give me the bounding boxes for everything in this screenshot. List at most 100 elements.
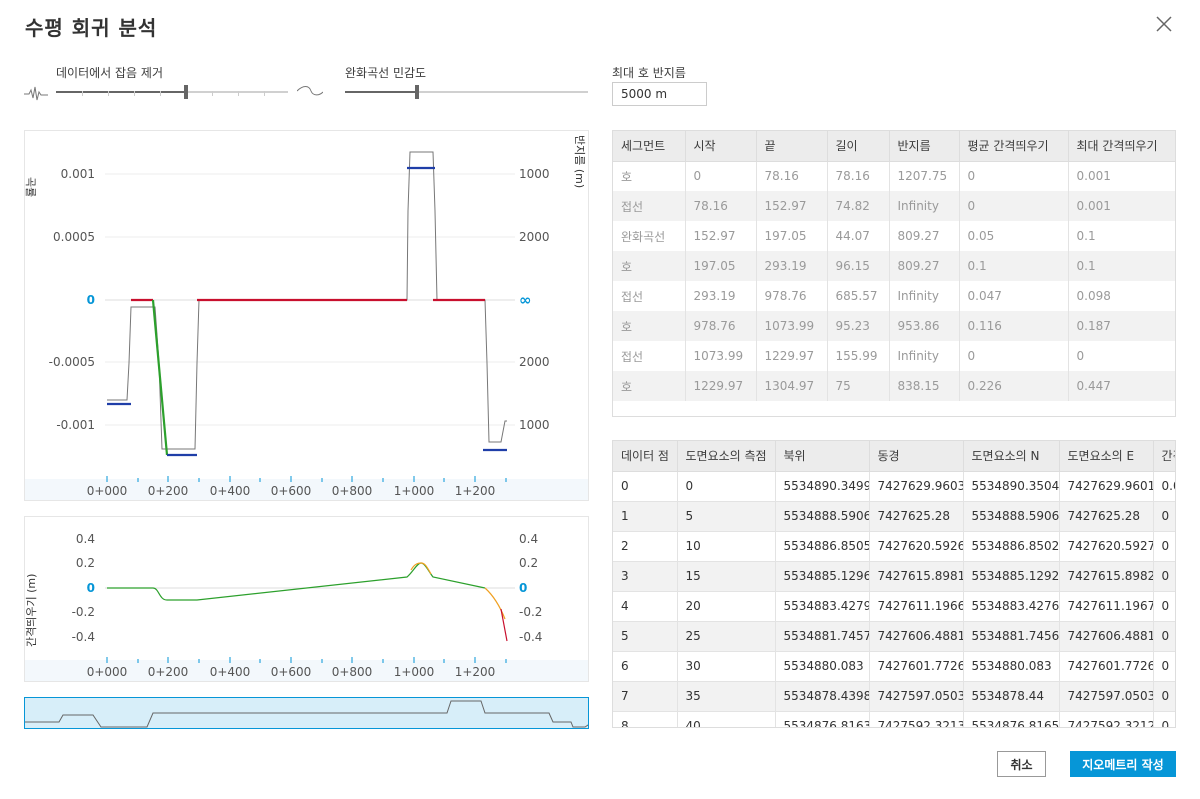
- table-cell: 809.27: [889, 251, 960, 281]
- table-row[interactable]: 7 35 5534878.4398 7427597.0503 5534878.44 742…: [613, 681, 1175, 712]
- points-header[interactable]: 동경: [869, 441, 964, 472]
- table-row[interactable]: 6 30 5534880.083 7427601.7726 5534880.083 742…: [613, 651, 1175, 682]
- table-row[interactable]: 8 40 5534876.8163 7427592.3213 5534876.8165 7…: [613, 711, 1175, 727]
- table-cell: 7427629.9601: [1059, 471, 1154, 502]
- table-cell: 0.001: [1068, 191, 1175, 221]
- table-cell: 7427625.28: [1059, 501, 1154, 532]
- table-cell: 0.226: [959, 371, 1069, 401]
- table-row[interactable]: 3 15 5534885.1296 7427615.8981 5534885.1292 7…: [613, 561, 1175, 592]
- table-cell: 78.16: [685, 191, 757, 221]
- points-header[interactable]: 간격: [1153, 441, 1175, 472]
- table-cell: 5534888.5906: [963, 501, 1060, 532]
- segments-header[interactable]: 끝: [756, 131, 828, 162]
- radius-tick: 2000: [519, 355, 550, 369]
- spiral-segment-line: [151, 299, 169, 456]
- table-cell: 7427606.4881: [1059, 621, 1154, 652]
- table-cell: 5534881.7456: [963, 621, 1060, 652]
- segments-header[interactable]: 평균 간격띄우기: [959, 131, 1069, 162]
- table-row[interactable]: 호 978.76 1073.99 95.23 953.86 0.116 0.187: [613, 311, 1175, 341]
- segments-header[interactable]: 최대 간격띄우기: [1068, 131, 1175, 162]
- offset-tick-right: 0.4: [519, 532, 538, 546]
- segments-header[interactable]: 길이: [827, 131, 890, 162]
- table-row[interactable]: 0 0 5534890.3499 7427629.9603 5534890.3504 74…: [613, 471, 1175, 502]
- table-row[interactable]: 2 10 5534886.8505 7427620.5926 5534886.8502 7…: [613, 531, 1175, 562]
- offset-tick-right: -0.2: [519, 605, 542, 619]
- data-points-table: 데이터 점 도면요소의 측점 북위 동경 도면요소의 N 도면요소의 E 간격 …: [612, 440, 1176, 728]
- table-cell: 7427601.7726: [869, 651, 964, 682]
- table-cell: 호: [613, 311, 686, 341]
- sensitivity-slider-thumb[interactable]: [415, 85, 419, 99]
- points-header[interactable]: 도면요소의 측점: [677, 441, 776, 472]
- table-cell: 0: [1153, 561, 1175, 592]
- table-row[interactable]: 접선 78.16 152.97 74.82 Infinity 0 0.001: [613, 191, 1175, 221]
- table-cell: 78.16: [756, 161, 828, 191]
- table-cell: 5534876.8163: [775, 711, 870, 727]
- segments-header[interactable]: 세그먼트: [613, 131, 686, 162]
- offset-tick: -0.2: [72, 605, 95, 619]
- table-cell: 0: [677, 471, 776, 502]
- table-row[interactable]: 완화곡선 152.97 197.05 44.07 809.27 0.05 0.1: [613, 221, 1175, 251]
- cancel-button[interactable]: 취소: [997, 751, 1046, 777]
- points-header[interactable]: 도면요소의 E: [1059, 441, 1154, 472]
- table-cell: 7427597.0503: [1059, 681, 1154, 712]
- station-tick: 0+000: [87, 484, 128, 498]
- table-cell: 5534883.4276: [963, 591, 1060, 622]
- table-cell: 접선: [613, 191, 686, 221]
- table-row[interactable]: 5 25 5534881.7457 7427606.4881 5534881.7456 7…: [613, 621, 1175, 652]
- table-cell: 5: [613, 621, 678, 652]
- table-cell: 0: [1068, 341, 1175, 371]
- table-cell: 40: [677, 711, 776, 727]
- points-header[interactable]: 도면요소의 N: [963, 441, 1060, 472]
- table-cell: 0: [685, 161, 757, 191]
- table-cell: 0.1: [1068, 251, 1175, 281]
- station-tick: 1+000: [394, 484, 435, 498]
- segments-header[interactable]: 시작: [685, 131, 757, 162]
- table-row[interactable]: 1 5 5534888.5906 7427625.28 5534888.5906 7427…: [613, 501, 1175, 532]
- station-tick: 0+200: [148, 665, 189, 679]
- table-cell: 5534890.3499: [775, 471, 870, 502]
- table-cell: 1304.97: [756, 371, 828, 401]
- table-cell: 5534883.4279: [775, 591, 870, 622]
- table-row[interactable]: 호 0 78.16 78.16 1207.75 0 0.001: [613, 161, 1175, 191]
- table-cell: 4: [613, 591, 678, 622]
- offset-line-highlight: [410, 562, 432, 575]
- overview-navigator[interactable]: [24, 697, 589, 729]
- table-cell: 0: [959, 161, 1069, 191]
- curvature-chart: 곡률 반지름 (m) 0.001 0.0005 0 -0.0005 -0.001…: [24, 130, 589, 501]
- points-header[interactable]: 북위: [775, 441, 870, 472]
- table-cell: 0: [1153, 651, 1175, 682]
- table-cell: 7427592.3213: [869, 711, 964, 727]
- table-cell: 5534881.7457: [775, 621, 870, 652]
- table-row[interactable]: 접선 293.19 978.76 685.57 Infinity 0.047 0.098: [613, 281, 1175, 311]
- points-header[interactable]: 데이터 점: [613, 441, 678, 472]
- table-row[interactable]: 호 1229.97 1304.97 75 838.15 0.226 0.447: [613, 371, 1175, 401]
- create-geometry-button[interactable]: 지오메트리 작성: [1070, 751, 1176, 777]
- table-cell: 7427611.1966: [869, 591, 964, 622]
- table-cell: 96.15: [827, 251, 890, 281]
- table-cell: 7427611.1967: [1059, 591, 1154, 622]
- max-radius-input[interactable]: [612, 82, 707, 106]
- table-row[interactable]: 4 20 5534883.4279 7427611.1966 5534883.4276 7…: [613, 591, 1175, 622]
- table-row[interactable]: 호 197.05 293.19 96.15 809.27 0.1 0.1: [613, 251, 1175, 281]
- offset-line-end: [484, 587, 506, 620]
- segments-header[interactable]: 반지름: [889, 131, 960, 162]
- table-cell: 5534885.1292: [963, 561, 1060, 592]
- table-cell: 838.15: [889, 371, 960, 401]
- table-cell: 0.1: [1068, 221, 1175, 251]
- table-cell: 197.05: [685, 251, 757, 281]
- close-icon[interactable]: [1153, 13, 1175, 35]
- table-cell: 0.1: [959, 251, 1069, 281]
- table-cell: 152.97: [685, 221, 757, 251]
- table-cell: 35: [677, 681, 776, 712]
- curvature-tick: -0.001: [56, 418, 95, 432]
- table-cell: 155.99: [827, 341, 890, 371]
- table-cell: 7427592.3212: [1059, 711, 1154, 727]
- table-cell: 호: [613, 251, 686, 281]
- noise-slider-thumb[interactable]: [184, 85, 188, 99]
- table-cell: 완화곡선: [613, 221, 686, 251]
- table-cell: 25: [677, 621, 776, 652]
- table-cell: 10: [677, 531, 776, 562]
- table-row[interactable]: 접선 1073.99 1229.97 155.99 Infinity 0 0: [613, 341, 1175, 371]
- table-cell: 7427615.8981: [869, 561, 964, 592]
- offset-tick-right: 0: [519, 581, 527, 595]
